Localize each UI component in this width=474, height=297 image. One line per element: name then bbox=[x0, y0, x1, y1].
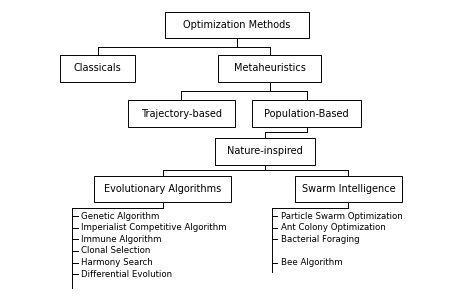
FancyBboxPatch shape bbox=[128, 100, 235, 127]
FancyBboxPatch shape bbox=[219, 55, 320, 82]
Text: Harmony Search: Harmony Search bbox=[82, 258, 153, 267]
FancyBboxPatch shape bbox=[165, 12, 309, 38]
FancyBboxPatch shape bbox=[94, 176, 231, 202]
Text: Differential Evolution: Differential Evolution bbox=[82, 270, 173, 279]
FancyBboxPatch shape bbox=[252, 100, 362, 127]
FancyBboxPatch shape bbox=[61, 55, 135, 82]
Text: Metaheuristics: Metaheuristics bbox=[234, 64, 305, 73]
Text: Clonal Selection: Clonal Selection bbox=[82, 247, 151, 255]
Text: Swarm Intelligence: Swarm Intelligence bbox=[301, 184, 395, 194]
Text: Immune Algorithm: Immune Algorithm bbox=[82, 235, 162, 244]
Text: Bee Algorithm: Bee Algorithm bbox=[281, 258, 343, 267]
Text: Particle Swarm Optimization: Particle Swarm Optimization bbox=[281, 211, 403, 221]
FancyBboxPatch shape bbox=[215, 138, 315, 165]
Text: Population-Based: Population-Based bbox=[264, 109, 349, 119]
Text: Classicals: Classicals bbox=[74, 64, 121, 73]
Text: Nature-inspired: Nature-inspired bbox=[227, 146, 303, 157]
Text: Trajectory-based: Trajectory-based bbox=[141, 109, 222, 119]
Text: Imperialist Competitive Algorithm: Imperialist Competitive Algorithm bbox=[82, 223, 227, 232]
Text: Evolutionary Algorithms: Evolutionary Algorithms bbox=[104, 184, 221, 194]
Text: Optimization Methods: Optimization Methods bbox=[183, 20, 291, 30]
Text: Ant Colony Optimization: Ant Colony Optimization bbox=[281, 223, 386, 232]
Text: Genetic Algorithm: Genetic Algorithm bbox=[82, 211, 160, 221]
FancyBboxPatch shape bbox=[295, 176, 402, 202]
Text: Bacterial Foraging: Bacterial Foraging bbox=[281, 235, 360, 244]
